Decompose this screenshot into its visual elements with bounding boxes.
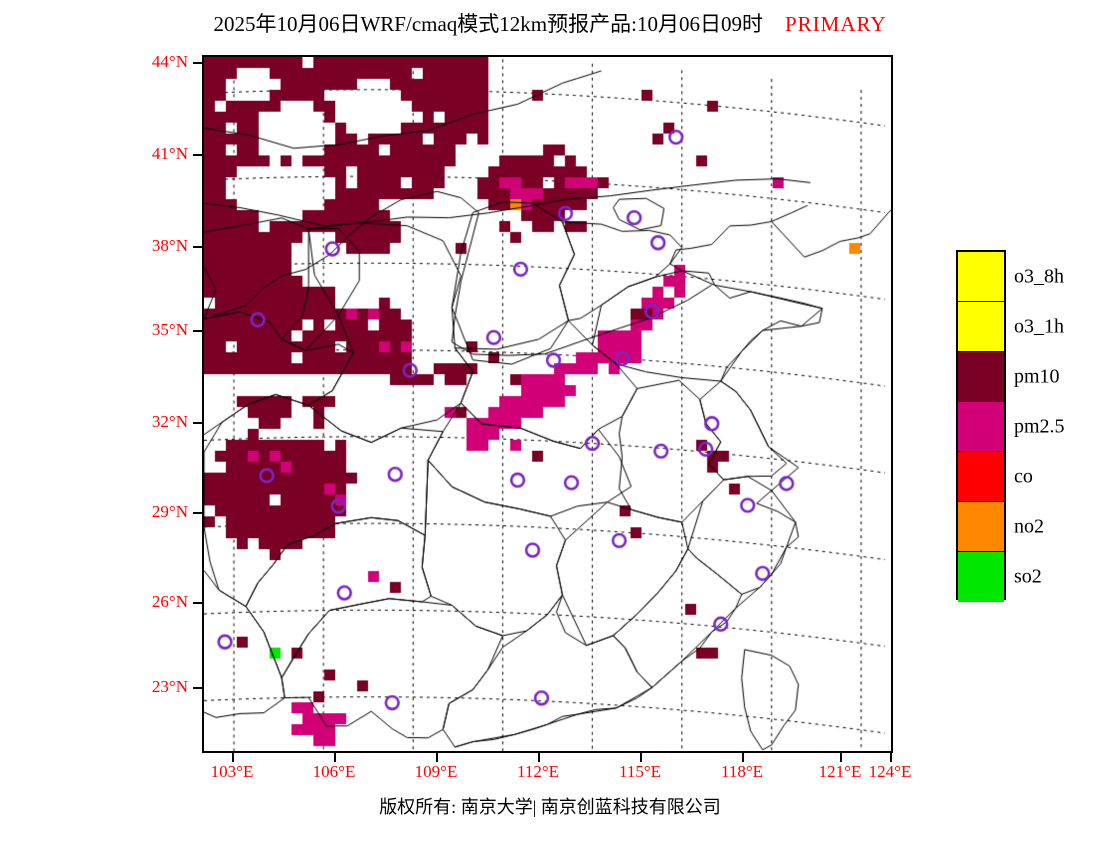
- lat-tick-label: 26°N: [151, 592, 188, 611]
- lat-tick-mark: [193, 62, 202, 64]
- legend-label: so2: [1014, 565, 1042, 588]
- lat-tick-mark: [193, 687, 202, 689]
- legend-label: o3_8h: [1014, 265, 1064, 287]
- title-main-text: 2025年10月06日WRF/cmaq模式12km预报产品:10月06日09时: [213, 12, 763, 36]
- lat-tick-label: 29°N: [151, 502, 188, 521]
- legend-swatch-so2[interactable]: so2: [958, 552, 1042, 602]
- pollutant-legend[interactable]: o3_8h o3_1h pm10 pm2.5 co no2 so2: [956, 250, 1065, 602]
- forecast-map[interactable]: [202, 55, 893, 753]
- legend-swatch-pm2-5[interactable]: pm2.5: [958, 402, 1065, 452]
- copyright-footer: 版权所有: 南京大学| 南京创蓝科技有限公司: [379, 797, 721, 817]
- legend-label: pm2.5: [1014, 415, 1065, 437]
- lon-tick-mark: [742, 753, 744, 762]
- lon-tick-label: 124°E: [868, 762, 912, 781]
- lat-tick-mark: [193, 246, 202, 248]
- legend-swatch-pm10[interactable]: pm10: [958, 352, 1060, 402]
- legend-label: o3_1h: [1014, 315, 1064, 337]
- legend-swatch-co[interactable]: co: [958, 452, 1033, 502]
- lon-tick-mark: [840, 753, 842, 762]
- lon-tick-mark: [890, 753, 892, 762]
- lat-tick-label: 41°N: [151, 144, 188, 163]
- lat-tick-mark: [193, 602, 202, 604]
- legend-label: co: [1014, 465, 1033, 487]
- legend-swatch-o3-1h[interactable]: o3_1h: [958, 302, 1064, 352]
- lon-tick-label: 121°E: [818, 762, 862, 781]
- lon-tick-mark: [232, 753, 234, 762]
- legend-swatch-o3-8h[interactable]: o3_8h: [958, 252, 1064, 302]
- legend-label: pm10: [1014, 365, 1060, 387]
- lat-tick-mark: [193, 330, 202, 332]
- lon-tick-label: 103°E: [210, 762, 254, 781]
- lon-tick-label: 118°E: [720, 762, 764, 781]
- lon-tick-mark: [538, 753, 540, 762]
- lon-tick-label: 112°E: [516, 762, 560, 781]
- lat-tick-label: 44°N: [151, 52, 188, 71]
- map-raster-canvas: [204, 57, 891, 751]
- title-primary-badge: PRIMARY: [784, 12, 887, 36]
- lat-tick-label: 23°N: [151, 677, 188, 696]
- lon-tick-mark: [334, 753, 336, 762]
- legend-label: no2: [1014, 515, 1044, 537]
- lat-tick-label: 32°N: [151, 412, 188, 431]
- lat-tick-mark: [193, 154, 202, 156]
- lat-tick-mark: [193, 422, 202, 424]
- lon-tick-label: 109°E: [414, 762, 458, 781]
- lon-tick-mark: [436, 753, 438, 762]
- page-title: 2025年10月06日WRF/cmaq模式12km预报产品:10月06日09时 P…: [0, 8, 1100, 38]
- lat-tick-label: 38°N: [151, 236, 188, 255]
- legend-swatch-no2[interactable]: no2: [958, 502, 1044, 552]
- lon-tick-label: 106°E: [312, 762, 356, 781]
- lon-tick-mark: [640, 753, 642, 762]
- lat-tick-mark: [193, 512, 202, 514]
- lon-tick-label: 115°E: [618, 762, 662, 781]
- lat-tick-label: 35°N: [151, 320, 188, 339]
